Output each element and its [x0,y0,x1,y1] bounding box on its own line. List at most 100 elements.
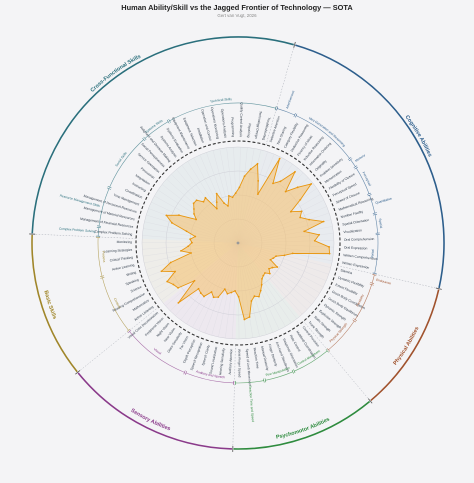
ability-label: Critical Thinking [110,255,134,262]
sota-point [296,186,299,189]
ability-label: Finger Dexterity [268,344,279,368]
group-arc [31,36,294,234]
subgroup-tick [100,275,105,277]
ability-label: Visualization [343,228,362,234]
subgroup-arc [102,277,129,331]
sota-point [279,180,282,183]
subgroup-label: Visual [153,347,163,356]
subgroup-tick [369,283,374,286]
human-baseline-ring [135,140,341,346]
subgroup-tick [183,370,186,375]
group-arc [233,400,371,450]
subgroup-tick [347,157,352,160]
subgroup-tick [293,369,296,374]
sota-frontier-area [161,158,330,320]
sota-point [283,254,286,257]
sota-points [160,157,331,321]
subgroup-label-text: Fine Manipulation [265,366,290,377]
sota-point [249,168,252,171]
subgroup-tick [352,319,357,323]
subgroup-label-text: Process [101,251,106,263]
sota-point [303,230,306,233]
subgroup-tick [107,186,112,189]
ability-label: Complex Problem Solving [94,229,132,236]
subgroup-label: Fine Manipulation [265,366,290,377]
sota-point [318,233,321,236]
ability-label: Repairing [246,123,251,138]
subgroup-tick [370,282,375,284]
subgroup-tick [127,330,132,333]
sota-point [308,218,311,221]
ability-label: Oral Expression [344,245,368,250]
subgroup-tick [353,165,358,169]
ability-label: Science [130,285,142,294]
sota-point [271,266,274,269]
subgroup-tick [353,318,357,321]
sota-point [243,318,246,321]
subgroup-label: Auditory and Speech [196,369,226,379]
subgroup-label: Attentiveness [285,90,295,110]
ability-label: Number Facility [340,210,364,220]
sota-point [234,290,236,292]
sota-point [177,286,179,289]
sota-point [194,235,197,238]
subgroup-tick [168,118,171,123]
sota-point [215,207,218,210]
sota-point [169,261,172,264]
ability-label: Written Expression [342,261,370,270]
sota-point [193,208,195,210]
subgroup-label: Verbal [370,249,375,259]
sota-point [187,245,190,248]
sota-point [180,249,182,252]
subgroup-label: Endurance [376,278,392,286]
group-label: Psychomotor Abilities [276,417,331,441]
sota-point [284,190,287,193]
ability-label: Speed of Limb Movement [245,348,252,386]
subgroup-label: Perceptual [362,171,373,187]
subgroup-label-text: Spatial [378,218,383,229]
ability-label: Time Sharing [276,126,287,146]
sota-point [234,192,237,195]
ability-label: Manual Dexterity [260,346,270,371]
subgroup-arc [371,274,375,284]
subgroup-label: Flexibility [355,293,364,307]
sota-point [253,295,256,298]
sota-point [256,193,259,195]
sota-point [250,300,253,302]
grid-ring [141,146,335,340]
sota-point [226,292,229,295]
subgroup-tick [367,192,372,195]
subgroup-label: Complex Problem Solving [59,227,96,234]
sota-point [217,296,220,299]
sota-point [291,252,294,255]
subgroup-tick [142,137,146,142]
subgroup-tick [263,378,265,383]
subgroup-label: Memory [354,153,366,163]
subgroup-arc [296,115,350,159]
ability-label: Spatial Orientation [342,218,370,227]
subgroup-tick [354,166,359,170]
sota-point [238,186,241,189]
ability-label: Learning Strategies [104,248,133,254]
ability-label: Writing [126,270,137,277]
sota-point [160,270,163,273]
subgroup-tick [295,113,298,118]
group-end-tick [435,287,442,290]
sota-point [212,296,215,299]
ability-label: Monitoring [117,240,133,244]
sota-point [223,202,225,205]
sota-point [272,257,275,260]
subgroup-label-text: Verbal [370,249,375,259]
subgroup-arc [277,108,295,116]
sota-point [268,272,271,275]
ability-label: Hearing Sensitivity [218,347,226,375]
sota-point [185,230,188,233]
sota-point [310,183,313,185]
ability-label: Quality Control Analysis [239,102,244,137]
subgroup-tick [372,212,377,214]
group-separator [28,233,137,239]
sota-point [289,210,292,213]
sota-point [261,278,263,280]
ability-label: Reaction Time [253,347,260,369]
